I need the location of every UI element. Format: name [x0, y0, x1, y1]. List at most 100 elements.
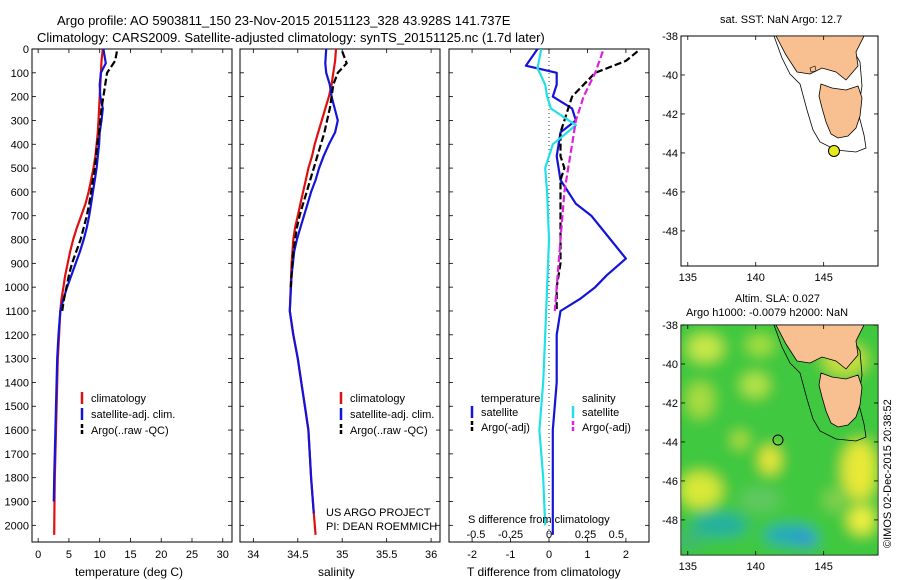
ytick-label: 2000 [5, 520, 29, 532]
difference-legend: temperature satellite Argo(-adj) salinit… [470, 393, 631, 434]
sst-map-title: sat. SST: NaN Argo: 12.7 [720, 14, 842, 26]
map-ytick-label: -42 [662, 398, 678, 410]
series-line-t-satellite [524, 49, 628, 535]
xtick-label: 34 [247, 549, 259, 561]
map-ytick-label: -40 [662, 70, 678, 82]
ytick-label: 100 [11, 68, 29, 80]
map-ytick-label: -44 [662, 437, 678, 449]
sst-float-marker [828, 145, 840, 157]
difference-panel: -2 -1 0 1 2 temperature satellite Argo(-adj)… [448, 48, 650, 579]
salinity-yticks [240, 48, 440, 526]
s-difference-label: S difference from climatology [468, 514, 610, 526]
map-xtick-label: 140 [747, 561, 765, 573]
map-xtick-label: 145 [814, 272, 832, 284]
sla-map-title1: Altim. SLA: 0.027 [735, 293, 820, 305]
legend-t-argo-label: Argo(-adj) [481, 422, 530, 434]
xtick-label: 34.5 [287, 549, 308, 561]
xtick-label: 10 [94, 549, 106, 561]
shelf-contour [773, 36, 867, 153]
series-line-argo-raw-qc [61, 51, 118, 312]
ytick-label: 1800 [5, 473, 29, 485]
legend-s-argo-label: Argo(-adj) [582, 422, 631, 434]
ytick-label: 1600 [5, 425, 29, 437]
xtick-label: -1 [506, 549, 516, 561]
sla-mainland-coast [775, 325, 865, 370]
ytick-label: 1400 [5, 377, 29, 389]
map-ytick-label: -44 [662, 148, 678, 160]
sla-tasmania [818, 372, 863, 428]
map-ytick-label: -46 [662, 187, 678, 199]
ytick-label: 800 [11, 235, 29, 247]
temperature-panel: 0100200300400500600700800900100011001200… [5, 44, 233, 579]
legend-s-satellite-label: satellite [582, 407, 619, 419]
sla-float-marker [772, 434, 784, 446]
xtick-label: 35 [336, 549, 348, 561]
map-xtick-label: 140 [747, 272, 765, 284]
salinity-series [288, 49, 348, 535]
xtick-label: 30 [217, 549, 229, 561]
salinity-diff-tick-label: -0.25 [498, 529, 523, 541]
mainland-coast [775, 36, 865, 81]
pi-annotation: PI: DEAN ROEMMICH [326, 521, 437, 533]
salinity-diff-tick-label: -0.5 [466, 529, 485, 541]
ytick-label: 1000 [5, 282, 29, 294]
legend-argo-label: Argo(..raw -QC) [91, 425, 169, 437]
ytick-label: 500 [11, 163, 29, 175]
salinity-legend: climatology satellite-adj. clim. Argo(..… [339, 392, 434, 437]
ytick-label: 0 [23, 44, 29, 56]
sst-map-panel: sat. SST: NaN Argo: 12.7 135 140 145 -38 -40… [662, 14, 879, 284]
temperature-xlabel: temperature (deg C) [75, 565, 183, 579]
map-ytick-label: -42 [662, 109, 678, 121]
ytick-label: 400 [11, 139, 29, 151]
map-xtick-label: 135 [679, 272, 697, 284]
sla-heatmap [681, 325, 878, 555]
xtick-label: 0 [35, 549, 41, 561]
series-line-satellite-adj-clim [288, 49, 339, 514]
legend-climatology-label: climatology [350, 393, 406, 405]
legend-salinity-title: salinity [582, 393, 616, 405]
sla-map-ticks: 135 140 145 -38 -40 -42 -44 -46 -48 [662, 320, 878, 573]
legend-satellite-label: satellite-adj. clim. [350, 409, 434, 421]
ytick-label: 300 [11, 115, 29, 127]
xtick-label: 5 [66, 549, 72, 561]
legend-satellite-label: satellite-adj. clim. [91, 409, 175, 421]
ytick-label: 700 [11, 211, 29, 223]
difference-yticks [449, 48, 649, 526]
xtick-label: 36 [425, 549, 437, 561]
difference-xticks: -2 -1 0 1 2 [467, 49, 629, 561]
map-ytick-label: -46 [662, 476, 678, 488]
xtick-label: 35.5 [376, 549, 397, 561]
series-line-s-satellite [536, 49, 578, 526]
t-difference-label: T difference from climatology [467, 565, 621, 579]
xtick-label: 15 [124, 549, 136, 561]
difference-series [524, 49, 639, 535]
map-ytick-label: -48 [662, 226, 678, 238]
salinity-panel: 34 34.5 35 35.5 36 salinity climatology sate… [239, 48, 441, 579]
sla-shelf-contour [773, 325, 867, 442]
series-line-t-argo [555, 50, 639, 311]
legend-t-satellite-label: satellite [481, 407, 518, 419]
xtick-label: 1 [584, 549, 590, 561]
island [809, 65, 817, 73]
map-xtick-label: 135 [679, 561, 697, 573]
xtick-label: 2 [623, 549, 629, 561]
ytick-label: 1700 [5, 449, 29, 461]
temperature-yticks: 0 100 200 300 400 500 600 700 800 900 1000 1100 1200… [5, 44, 232, 532]
header-line1: Argo profile: AO 5903811_150 23-Nov-2015… [57, 13, 511, 28]
sla-map-title2: Argo h1000: -0.0079 h2000: NaN [686, 307, 848, 319]
project-annotation: US ARGO PROJECT [326, 507, 431, 519]
series-line-satellite-adj-clim [52, 49, 107, 502]
xtick-label: 20 [155, 549, 167, 561]
salinity-diff-tick-label: 0.25 [575, 529, 596, 541]
header-line2: Climatology: CARS2009. Satellite-adjuste… [37, 30, 545, 45]
ytick-label: 900 [11, 258, 29, 270]
sst-map-land [773, 36, 867, 153]
ytick-label: 1200 [5, 330, 29, 342]
ytick-label: 1500 [5, 401, 29, 413]
xtick-label: 25 [186, 549, 198, 561]
map-ytick-label: -38 [662, 31, 678, 43]
map-ytick-label: -48 [662, 515, 678, 527]
series-line-argo-raw-qc [289, 51, 348, 288]
sla-map-panel: Altim. SLA: 0.027 Argo h1000: -0.0079 h2… [662, 293, 879, 573]
